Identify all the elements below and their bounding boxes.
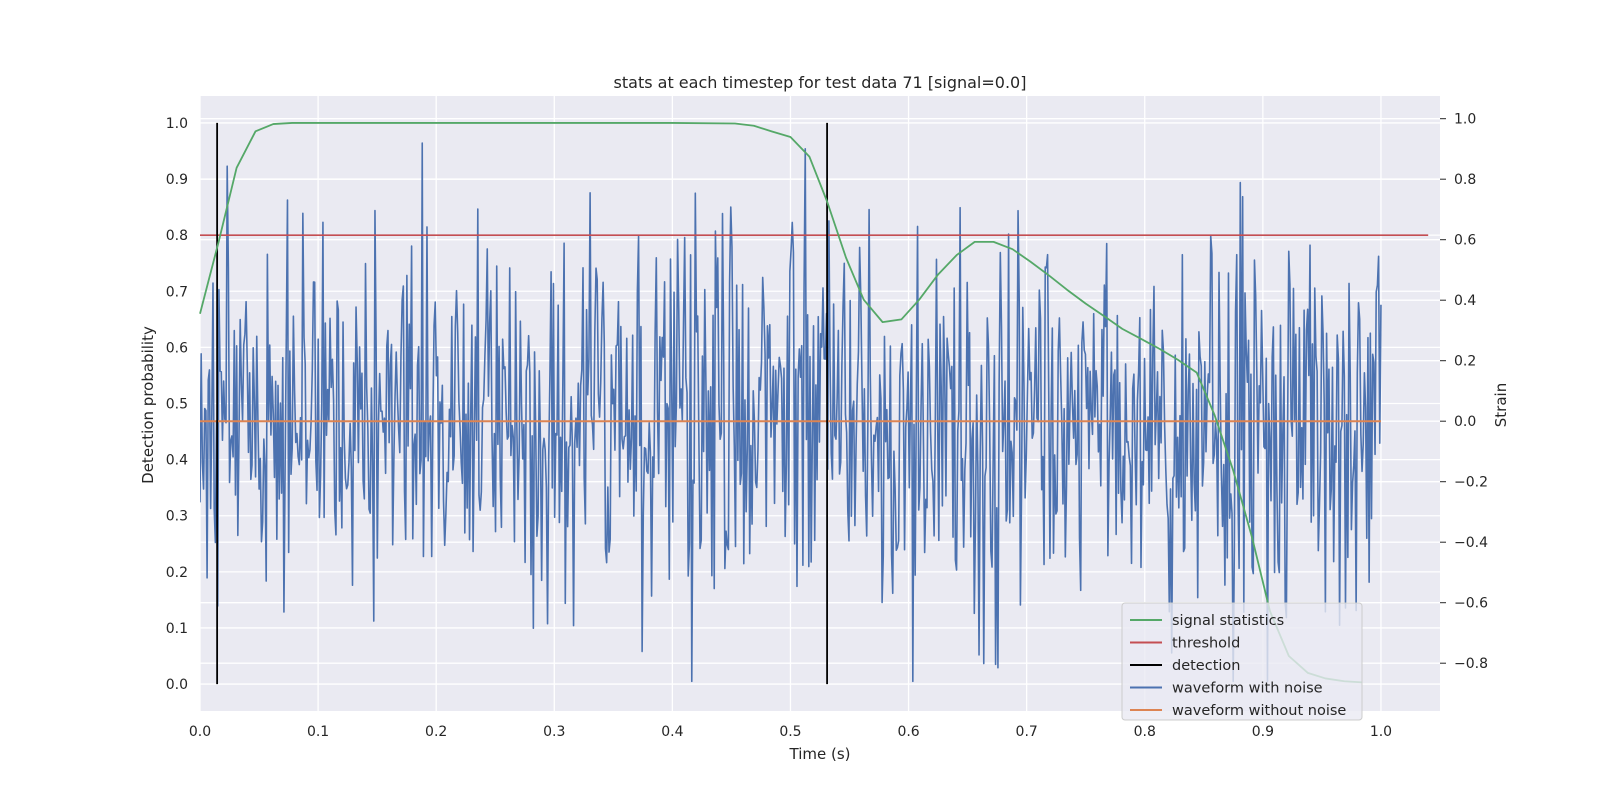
y-right-tick-label: −0.2 [1454,475,1488,491]
x-axis-label: Time (s) [789,745,851,763]
series-signal-statistics [199,122,1363,684]
waveform-with-noise-line [200,142,1382,683]
legend-label: waveform with noise [1172,681,1323,697]
y-right-tick-label: 0.6 [1454,233,1476,249]
y-tick-label: 0.1 [166,621,188,637]
y-tick-label: 0.2 [166,565,188,581]
y-axis-ticks: 0.0 0.1 0.2 0.3 0.4 0.5 0.6 0.7 0.8 0.9 1.0 [166,116,188,693]
x-tick-label: 1.0 [1370,724,1392,740]
legend-label: signal statistics [1172,613,1284,629]
y-tick-label: 0.9 [166,172,188,188]
y-right-tick-label: 0.2 [1454,354,1476,370]
x-tick-label: 0.7 [1016,724,1038,740]
x-tick-label: 0.1 [307,724,329,740]
y-right-tick-label: 0.8 [1454,172,1476,188]
x-tick-label: 0.0 [189,724,211,740]
x-tick-label: 0.5 [779,724,801,740]
x-tick-label: 0.9 [1252,724,1274,740]
y-right-tick-label: 0.4 [1454,293,1476,309]
y-tick-label: 0.4 [166,453,188,469]
y-right-axis-label: Strain [1492,383,1510,427]
y-right-tick-label: −0.4 [1454,535,1488,551]
y-tick-label: 0.6 [166,340,188,356]
y-right-tick-label: 1.0 [1454,112,1476,128]
y-right-tick-label: −0.6 [1454,596,1488,612]
signal-statistics-line [199,122,1363,684]
y-right-tick-label: 0.0 [1454,414,1476,430]
series-detection [216,122,828,685]
x-tick-label: 0.3 [543,724,565,740]
y-tick-label: 1.0 [166,116,188,132]
legend-label: detection [1172,658,1240,674]
legend-label: threshold [1172,636,1240,652]
legend-box [1121,602,1363,721]
chart-title: stats at each timestep for test data 71 … [614,73,1027,92]
y-tick-label: 0.5 [166,397,188,413]
x-tick-label: 0.8 [1134,724,1156,740]
y-axis-label: Detection probability [139,326,157,484]
x-axis-ticks: 0.0 0.1 0.2 0.3 0.4 0.5 0.6 0.7 0.8 0.9 1.0 [189,724,1392,740]
x-tick-label: 0.2 [425,724,447,740]
y-tick-label: 0.0 [166,677,188,693]
x-tick-label: 0.6 [897,724,919,740]
x-tick-label: 0.4 [661,724,683,740]
y-tick-label: 0.3 [166,509,188,525]
y-tick-label: 0.7 [166,284,188,300]
legend-label: waveform without noise [1172,703,1346,719]
y-tick-label: 0.8 [166,228,188,244]
y-right-tick-label: −0.8 [1454,656,1488,672]
series-waveform-with-noise [200,142,1382,683]
y-right-axis-ticks: −0.8 −0.6 −0.4 −0.2 0.0 0.2 0.4 0.6 0.8 1.0 [1440,112,1488,672]
legend: signal statistics threshold detection wavef… [1121,602,1363,721]
